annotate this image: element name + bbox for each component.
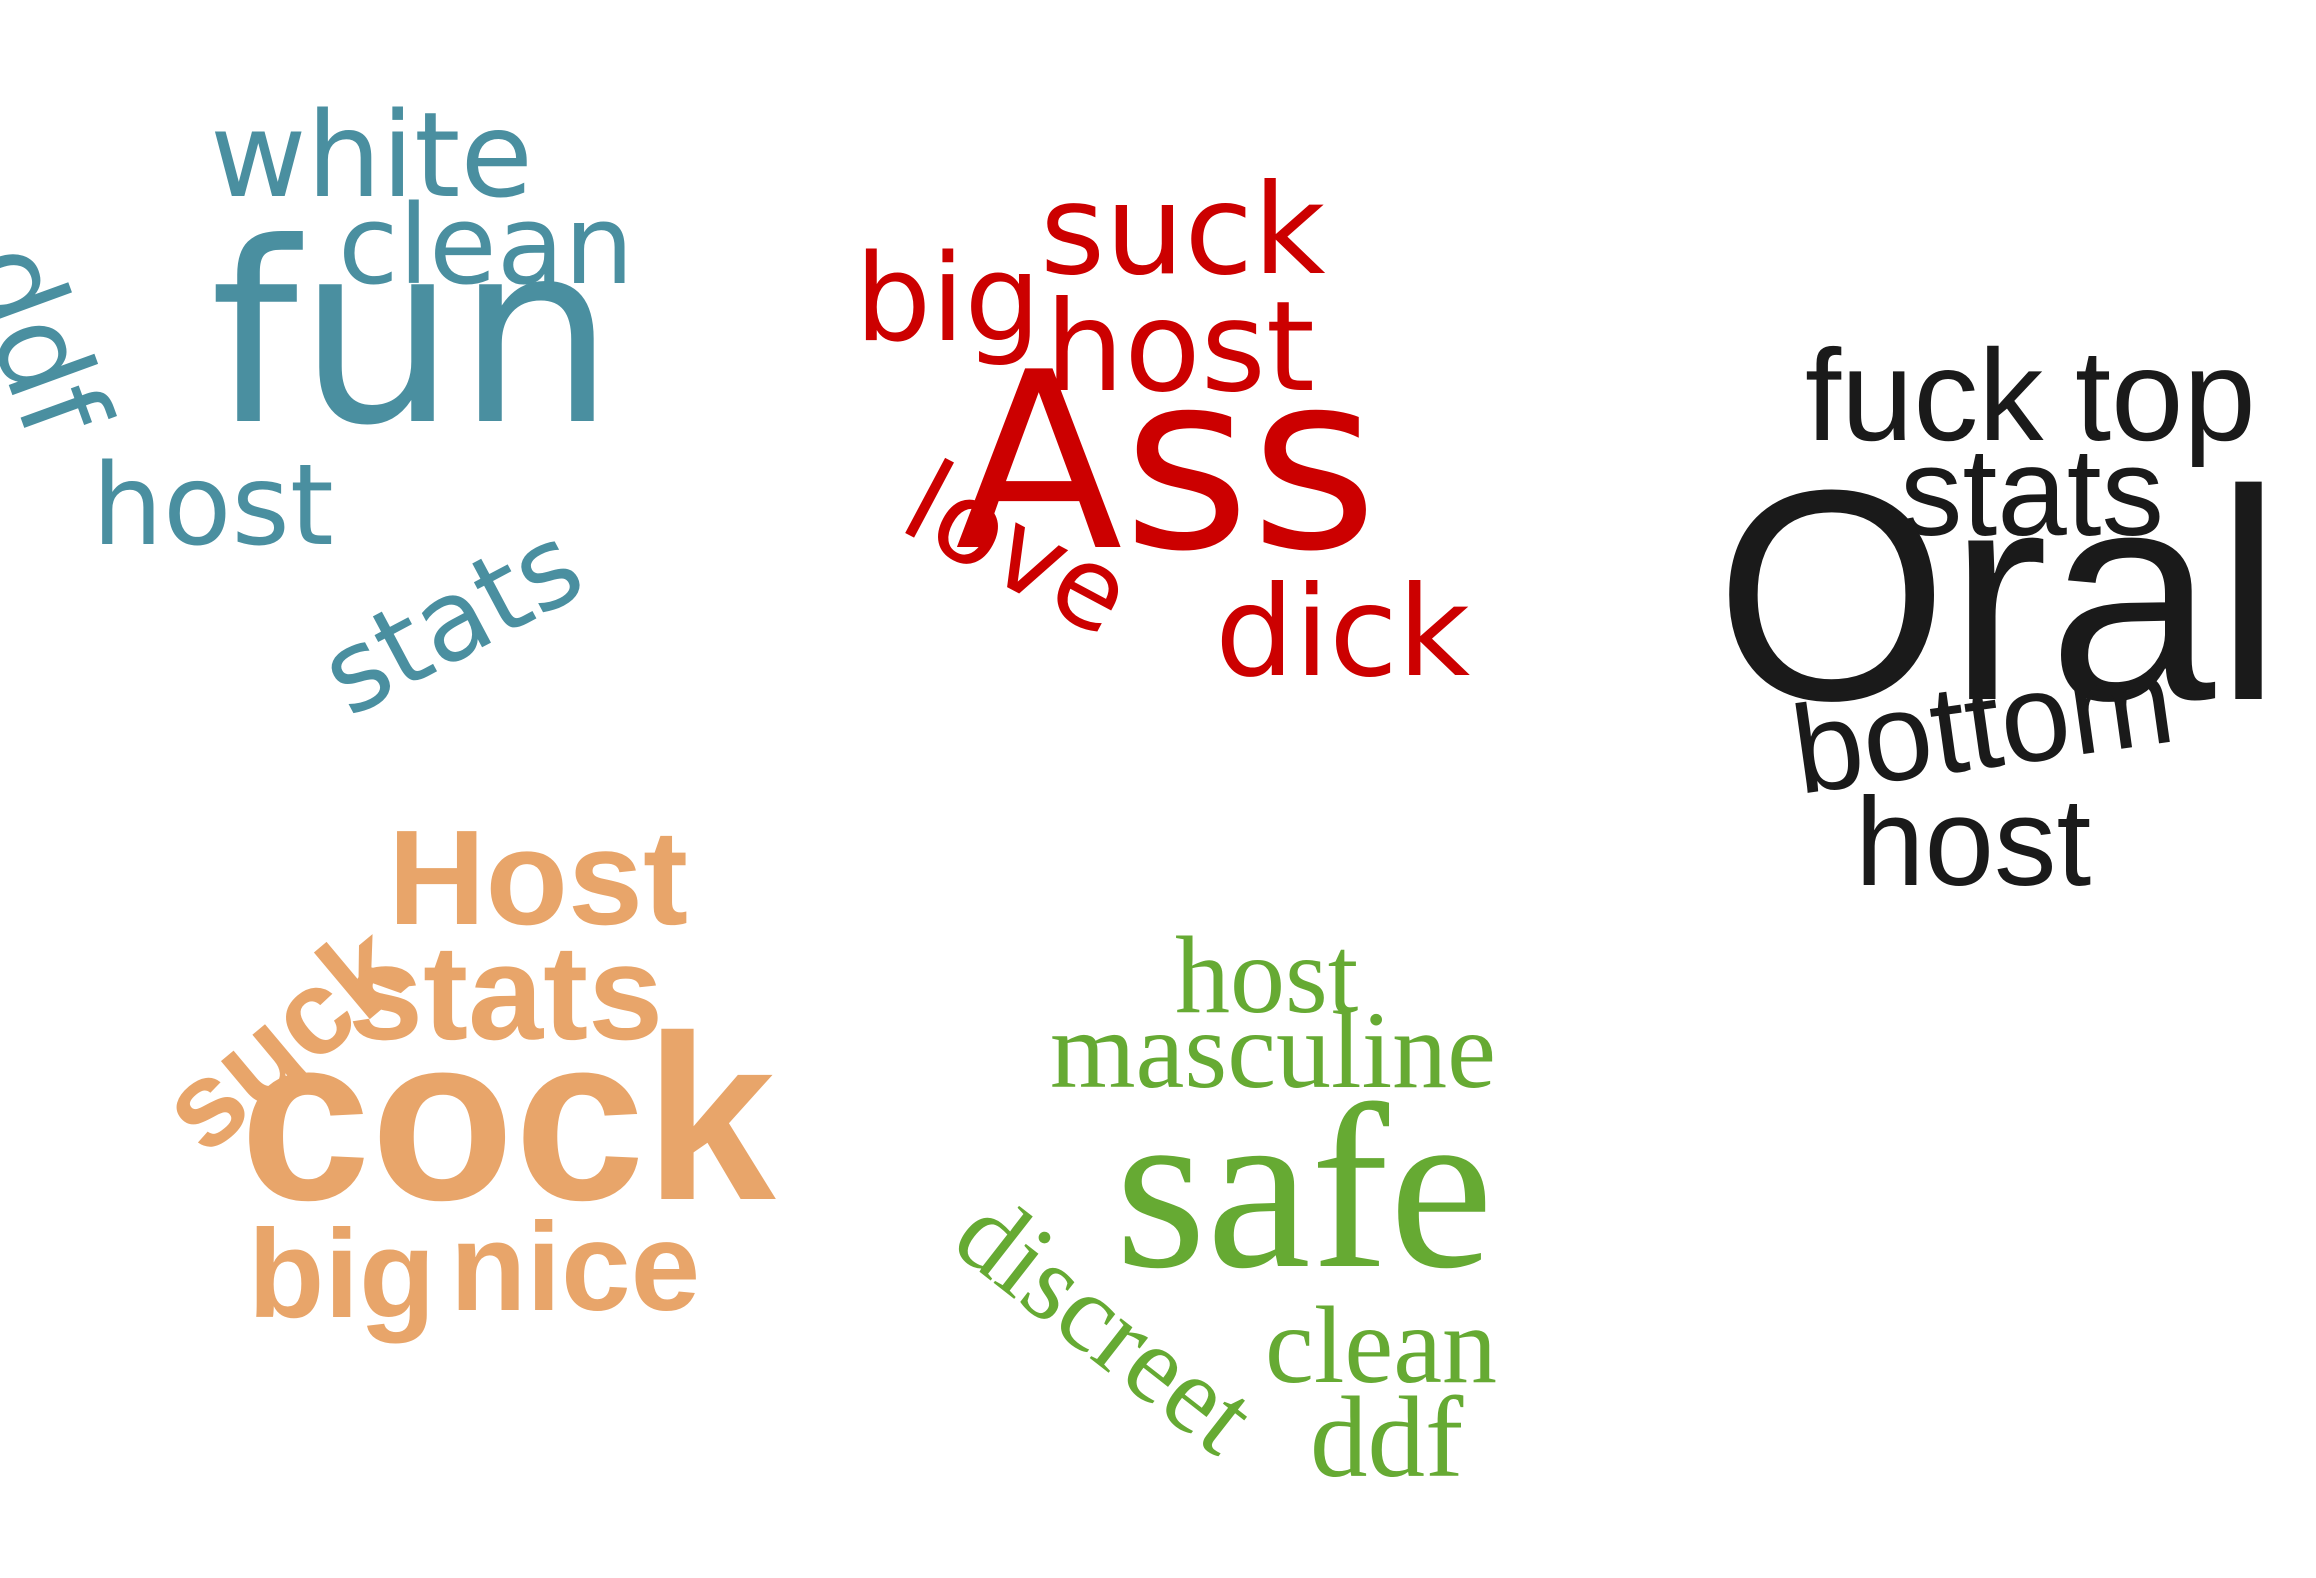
word-host: host [1045, 275, 1315, 420]
word-host: host [92, 441, 334, 571]
word-stats: stats [1900, 423, 2164, 562]
word-big: big [248, 1205, 436, 1344]
word-suck: suck [1040, 158, 1326, 303]
word-ass: Ass [955, 320, 1378, 605]
word-dick: dick [1215, 560, 1471, 705]
word-clean: clean [1265, 1284, 1498, 1406]
word-masculine: masculine [1050, 989, 1496, 1111]
word-big: big [855, 230, 1041, 369]
word-safe: safe [1115, 1057, 1494, 1317]
word-ddf: ddf [1310, 1374, 1464, 1501]
word-host: host [1175, 914, 1359, 1036]
word-white: white [210, 86, 533, 224]
word-host: host [1855, 773, 2092, 912]
word-fun: fun [210, 189, 615, 480]
word-nice: nice [450, 1198, 701, 1337]
word-top: top [2075, 322, 2256, 468]
word-oral: Oral [1715, 427, 2282, 763]
word-clean: clean [338, 181, 634, 309]
word-cock: cock [240, 986, 776, 1249]
word-stats: stats [348, 917, 664, 1068]
word-host: Host [388, 802, 688, 953]
word-fuck: fuck [1805, 322, 2044, 468]
